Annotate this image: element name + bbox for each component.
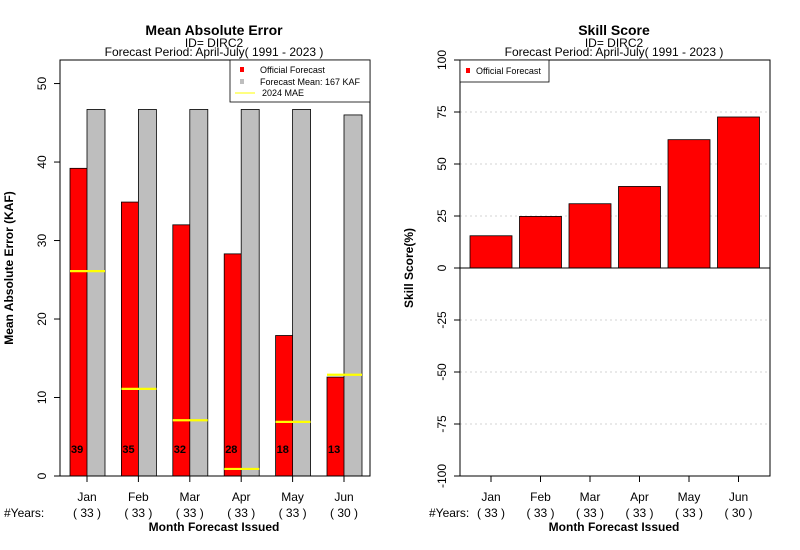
mae-chart: Mean Absolute Error ID= DIRC2 Forecast P… (2, 22, 371, 534)
mae-bar-forecast-mean (86, 109, 106, 477)
mae-plot-frame (59, 59, 371, 477)
skill-years-label: ( 33 ) (526, 506, 554, 520)
mae-xtick-label: Mar (179, 490, 200, 504)
mae-years-label: ( 33 ) (124, 506, 152, 520)
mae-bars: 39 35 32 28 18 13 (69, 109, 363, 477)
skill-bar-official (717, 116, 760, 269)
mae-years-prefix: #Years: (4, 506, 44, 520)
mae-years-label: ( 33 ) (73, 506, 101, 520)
legend-swatch-mean (240, 79, 244, 84)
skill-bar-official (469, 235, 513, 269)
mae-ylabel: Mean Absolute Error (KAF) (2, 191, 16, 345)
skill-xtick-label: May (678, 490, 701, 504)
skill-grid (460, 111, 770, 425)
skill-legend-box (459, 59, 550, 83)
mae-xlabel: Month Forecast Issued (149, 520, 280, 534)
skill-ytick-label: 75 (435, 105, 449, 119)
mae-ytick-label: 50 (35, 77, 49, 91)
mae-bar-label: 32 (174, 444, 186, 456)
skill-ytick-label: 100 (435, 50, 449, 70)
skill-legend-swatch-official (466, 68, 470, 73)
skill-title: Skill Score (578, 22, 650, 38)
skill-xlabel: Month Forecast Issued (549, 520, 680, 534)
mae-bar-official (223, 253, 243, 477)
skill-years-label: ( 33 ) (675, 506, 703, 520)
skill-bar-official (667, 139, 711, 269)
mae-years-label: ( 33 ) (227, 506, 255, 520)
skill-xtick-label: Jan (481, 490, 500, 504)
skill-subtitle-period: Forecast Period: April-July( 1991 - 2023… (505, 45, 724, 59)
skill-xtick-label: Feb (530, 490, 551, 504)
skill-subtitle-id: ID= DIRC2 (585, 36, 644, 50)
skill-xtick-label: Mar (580, 490, 601, 504)
mae-x-axis: Jan ( 33 ) Feb ( 33 ) Mar ( 33 ) Apr ( 33 ) May (… (4, 476, 358, 520)
mae-bar-forecast-mean (137, 109, 157, 477)
mae-years-label: ( 33 ) (176, 506, 204, 520)
skill-xtick-label: Apr (630, 490, 649, 504)
mae-xtick-label: Apr (232, 490, 251, 504)
mae-bar-official (121, 201, 140, 477)
skill-bar-official (568, 203, 612, 269)
mae-bar-forecast-mean (240, 109, 260, 477)
skill-ytick-label: 50 (435, 157, 449, 171)
skill-ytick-label: 0 (435, 264, 449, 271)
mae-bar-official (326, 376, 346, 477)
skill-years-label: ( 30 ) (724, 506, 752, 520)
mae-title: Mean Absolute Error (145, 22, 283, 38)
mae-ytick-label: 20 (35, 312, 49, 326)
skill-bar-official (618, 186, 661, 269)
mae-xtick-label: Jan (77, 490, 96, 504)
mae-y-axis: 0 10 20 30 40 50 (35, 77, 60, 479)
mae-bar-label: 35 (122, 444, 134, 456)
mae-legend-box (229, 59, 371, 103)
mae-subtitle-period: Forecast Period: April-July( 1991 - 2023… (105, 45, 324, 59)
mae-ytick-label: 0 (35, 472, 49, 479)
mae-xtick-label: Feb (128, 490, 149, 504)
skill-xtick-label: Jun (729, 490, 748, 504)
skill-ytick-label: -50 (435, 363, 449, 381)
legend-label-mae: 2024 MAE (262, 88, 304, 98)
skill-x-axis: Jan ( 33 ) Feb ( 33 ) Mar ( 33 ) Apr ( 33 ) May (… (429, 476, 753, 520)
mae-subtitle-id: ID= DIRC2 (185, 36, 244, 50)
skill-ytick-label: -75 (435, 415, 449, 433)
skill-legend: Official Forecast (459, 59, 550, 83)
skill-bar-official (519, 216, 562, 269)
skill-ytick-label: -100 (435, 464, 449, 488)
skill-plot-frame (459, 59, 771, 477)
mae-legend: Official Forecast Forecast Mean: 167 KAF… (229, 59, 371, 103)
mae-years-label: ( 30 ) (330, 506, 358, 520)
skill-bars (469, 116, 760, 269)
skill-years-label: ( 33 ) (576, 506, 604, 520)
mae-bar-forecast-mean (343, 114, 363, 477)
legend-label-official: Official Forecast (260, 65, 325, 75)
mae-bar-official (69, 167, 89, 477)
mae-bar-label: 39 (71, 444, 83, 456)
legend-swatch-official (240, 67, 244, 72)
skill-ytick-label: 25 (435, 209, 449, 223)
skill-ylabel: Skill Score(%) (402, 228, 416, 308)
skill-ytick-label: -25 (435, 311, 449, 329)
skill-y-axis: -100 -75 -50 -25 0 25 50 75 100 (435, 50, 460, 488)
mae-xtick-label: May (281, 490, 304, 504)
mae-bar-official (172, 224, 192, 477)
skill-years-label: ( 33 ) (625, 506, 653, 520)
skill-chart: Skill Score ID= DIRC2 Forecast Period: A… (402, 22, 771, 534)
mae-bar-label: 13 (328, 444, 340, 456)
skill-legend-label-official: Official Forecast (476, 66, 541, 76)
skill-years-prefix: #Years: (429, 506, 469, 520)
mae-xtick-label: Jun (334, 490, 353, 504)
mae-ytick-label: 40 (35, 155, 49, 169)
mae-bar-label: 18 (277, 444, 289, 456)
mae-years-label: ( 33 ) (279, 506, 307, 520)
mae-ytick-label: 10 (35, 391, 49, 405)
skill-years-label: ( 33 ) (477, 506, 505, 520)
legend-label-mean: Forecast Mean: 167 KAF (260, 77, 361, 87)
mae-bar-label: 28 (225, 444, 237, 456)
mae-ytick-label: 30 (35, 234, 49, 248)
